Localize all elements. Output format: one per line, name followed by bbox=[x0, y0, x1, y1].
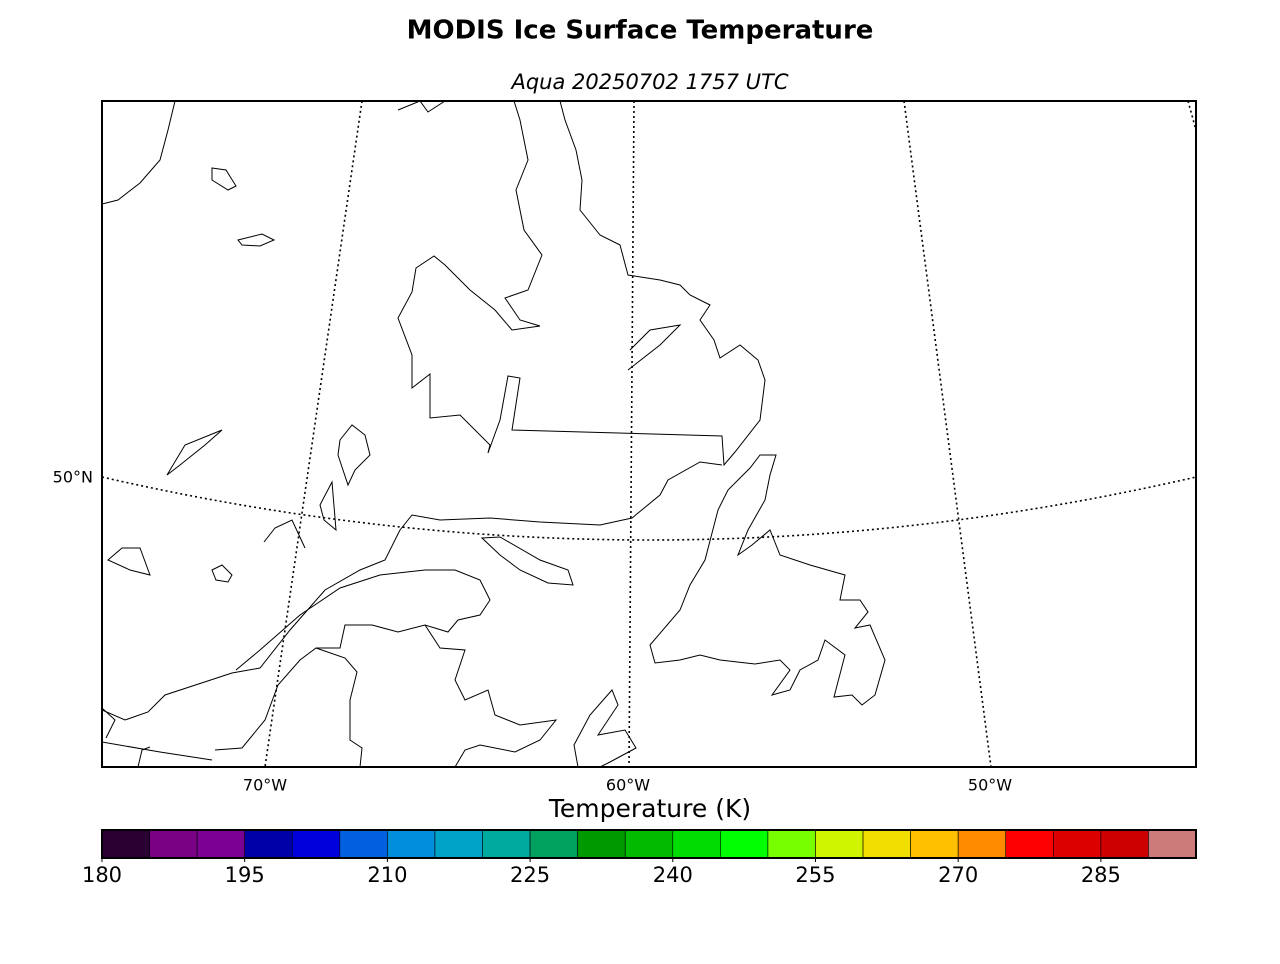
map bbox=[102, 101, 1196, 767]
colorbar-segment bbox=[291, 829, 341, 859]
lon-label: 70°W bbox=[243, 776, 287, 795]
colorbar-segment bbox=[434, 829, 483, 859]
colorbar-segment bbox=[957, 829, 1007, 859]
coastline bbox=[102, 461, 723, 721]
colorbar-segment bbox=[624, 829, 674, 859]
colorbar-segment bbox=[815, 829, 864, 859]
colorbar-tick-label: 195 bbox=[225, 863, 265, 887]
lat-label: 50°N bbox=[53, 468, 93, 487]
colorbar-tick-label: 225 bbox=[510, 863, 550, 887]
lon-label: 60°W bbox=[606, 776, 650, 795]
meridian bbox=[628, 101, 635, 767]
coastline bbox=[573, 689, 637, 767]
colorbar-label: Temperature (K) bbox=[548, 794, 751, 823]
colorbar-segment bbox=[196, 829, 245, 859]
meridian bbox=[1187, 101, 1196, 131]
coastline bbox=[211, 167, 237, 191]
coastline bbox=[102, 707, 116, 739]
coastline bbox=[397, 101, 446, 113]
coastline bbox=[397, 101, 766, 467]
coastline bbox=[107, 547, 151, 576]
colorbar-segment bbox=[101, 829, 150, 859]
meridian bbox=[264, 101, 363, 767]
map-frame bbox=[101, 100, 1197, 768]
colorbar-segment bbox=[1148, 829, 1197, 859]
coastline bbox=[424, 624, 558, 767]
coastline bbox=[137, 746, 151, 767]
colorbar-tick-label: 285 bbox=[1081, 863, 1121, 887]
colorbar-segment bbox=[720, 829, 769, 859]
colorbar-segment bbox=[862, 829, 911, 859]
colorbar-tick-label: 180 bbox=[82, 863, 122, 887]
title: MODIS Ice Surface Temperature bbox=[407, 16, 874, 46]
coastline bbox=[102, 101, 176, 205]
colorbar-segment bbox=[339, 829, 388, 859]
coastline bbox=[237, 233, 276, 247]
colorbar-segment bbox=[529, 829, 578, 859]
colorbar-segment bbox=[1100, 829, 1149, 859]
coastline bbox=[627, 324, 682, 371]
coastline bbox=[166, 429, 223, 476]
colorbar-segment bbox=[1053, 829, 1102, 859]
coastline bbox=[315, 647, 363, 767]
colorbar-segment bbox=[910, 829, 959, 859]
parallel bbox=[102, 476, 1196, 541]
meridian bbox=[903, 101, 992, 767]
colorbar-segment bbox=[387, 829, 436, 859]
coastline bbox=[319, 480, 337, 532]
lon-label: 50°W bbox=[968, 776, 1012, 795]
coastline bbox=[102, 741, 213, 761]
colorbar: 180 195 210 225 240 255 270 285 bbox=[82, 829, 1197, 887]
colorbar-tick-label: 240 bbox=[653, 863, 693, 887]
colorbar-tick-label: 270 bbox=[938, 863, 978, 887]
colorbar-segment bbox=[1005, 829, 1054, 859]
colorbar-tick-label: 210 bbox=[367, 863, 407, 887]
colorbar-segment bbox=[672, 829, 721, 859]
coastline bbox=[211, 564, 233, 583]
coastline bbox=[480, 536, 574, 586]
colorbar-segment bbox=[577, 829, 626, 859]
colorbar-segment bbox=[149, 829, 198, 859]
coastline bbox=[263, 519, 306, 549]
colorbar-segment bbox=[767, 829, 816, 859]
colorbar-segment bbox=[244, 829, 293, 859]
colorbar-frame bbox=[101, 829, 1197, 859]
coastline bbox=[337, 424, 371, 487]
colorbar-segment bbox=[482, 829, 531, 859]
coastline bbox=[214, 569, 491, 751]
coastline bbox=[649, 454, 886, 706]
colorbar-tick-label: 255 bbox=[795, 863, 835, 887]
subtitle: Aqua 20250702 1757 UTC bbox=[509, 70, 788, 94]
